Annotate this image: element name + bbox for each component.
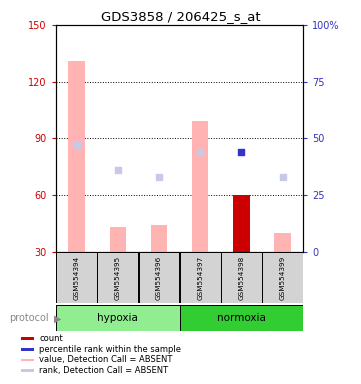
Bar bbox=[180, 252, 221, 303]
Point bbox=[115, 167, 121, 173]
Text: normoxia: normoxia bbox=[217, 313, 266, 323]
Text: GSM554397: GSM554397 bbox=[197, 255, 203, 300]
Bar bbox=[68, 61, 85, 252]
Bar bbox=[21, 348, 34, 351]
Bar bbox=[221, 252, 262, 303]
Text: percentile rank within the sample: percentile rank within the sample bbox=[39, 345, 181, 354]
Point bbox=[239, 149, 244, 155]
Text: GSM554394: GSM554394 bbox=[74, 255, 79, 300]
Bar bbox=[21, 359, 34, 361]
Bar bbox=[151, 225, 167, 252]
Point bbox=[156, 174, 162, 180]
Text: value, Detection Call = ABSENT: value, Detection Call = ABSENT bbox=[39, 355, 173, 364]
Text: ▶: ▶ bbox=[54, 313, 62, 323]
Text: rank, Detection Call = ABSENT: rank, Detection Call = ABSENT bbox=[39, 366, 169, 375]
Bar bbox=[21, 338, 34, 340]
Bar bbox=[139, 252, 179, 303]
Bar bbox=[180, 305, 303, 331]
Bar bbox=[109, 227, 126, 252]
Text: GDS3858 / 206425_s_at: GDS3858 / 206425_s_at bbox=[101, 10, 260, 23]
Text: protocol: protocol bbox=[9, 313, 49, 323]
Bar bbox=[274, 233, 291, 252]
Bar bbox=[56, 252, 97, 303]
Point bbox=[197, 149, 203, 155]
Point bbox=[280, 174, 286, 180]
Bar bbox=[262, 252, 303, 303]
Text: GSM554395: GSM554395 bbox=[115, 255, 121, 300]
Text: GSM554399: GSM554399 bbox=[280, 255, 286, 300]
Text: hypoxia: hypoxia bbox=[97, 313, 138, 323]
Text: count: count bbox=[39, 334, 63, 343]
Bar bbox=[21, 369, 34, 372]
Bar bbox=[56, 305, 180, 331]
Text: GSM554398: GSM554398 bbox=[238, 255, 244, 300]
Bar bbox=[192, 121, 208, 252]
Bar bbox=[233, 195, 250, 252]
Text: GSM554396: GSM554396 bbox=[156, 255, 162, 300]
Point bbox=[74, 142, 79, 148]
Bar bbox=[97, 252, 138, 303]
